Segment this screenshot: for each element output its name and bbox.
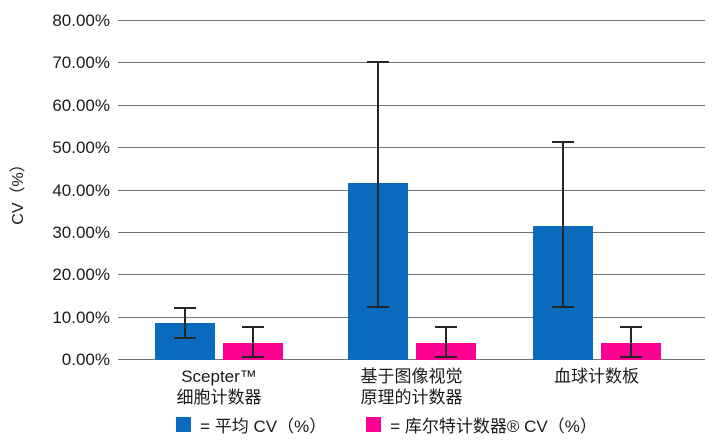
error-bar-line (376, 61, 379, 308)
error-bar-cap (551, 306, 574, 309)
error-bar-line (629, 326, 632, 358)
error-bar-cap (366, 306, 389, 309)
error-bar-line (561, 141, 564, 308)
error-bar-line (184, 307, 186, 338)
y-tick-label: 30.00% (52, 222, 110, 242)
x-axis-label-line: 基于图像视觉 (360, 367, 463, 386)
y-tick-label: 40.00% (52, 180, 110, 200)
y-tick-label: 10.00% (52, 307, 110, 327)
error-bar-cap (434, 325, 457, 328)
x-axis-label: Scepter™ 细胞计数器 (119, 366, 319, 408)
gridline (118, 316, 705, 318)
error-bar-cap (619, 356, 642, 359)
gridline (118, 147, 705, 149)
error-bar-line (252, 326, 254, 358)
y-tick-label: 50.00% (52, 138, 110, 158)
error-bar-cap (366, 60, 389, 63)
legend-swatch-pink (366, 417, 382, 432)
x-axis-label: 基于图像视觉 原理的计数器 (312, 366, 512, 408)
gridline (118, 231, 705, 233)
y-tick-label: 70.00% (52, 53, 110, 73)
error-bar-cap (434, 356, 457, 359)
x-axis-label-line: 血球计数板 (554, 367, 639, 386)
x-axis-label-line: 原理的计数器 (360, 388, 463, 407)
legend: = 平均 CV（%） = 库尔特计数器® CV（%） (0, 412, 717, 437)
legend-label: = 库尔特计数器® CV（%） (390, 417, 597, 436)
plot-area: 0.00% 10.00% 20.00% 30.00% 40.00% 50.00% 60.00… (52, 12, 705, 407)
y-tick-label: 20.00% (52, 265, 110, 285)
error-bar-line (444, 326, 447, 358)
gridline (118, 62, 705, 64)
y-tick-label: 60.00% (52, 95, 110, 115)
error-bar-cap (551, 140, 574, 143)
error-bar-cap (242, 356, 264, 359)
y-tick-label: 0.00% (61, 350, 110, 369)
gridline (118, 274, 705, 276)
x-axis-label: 血球计数板 (497, 366, 697, 387)
gridline (118, 20, 705, 21)
legend-item: = 库尔特计数器® CV（%） (366, 412, 597, 437)
legend-label: = 平均 CV（%） (200, 417, 327, 436)
y-tick-label: 80.00% (52, 11, 110, 30)
x-axis-line (118, 359, 705, 360)
gridline (118, 104, 705, 106)
error-bar-cap (619, 325, 642, 328)
x-axis-label-line: 细胞计数器 (176, 388, 262, 407)
error-bar-cap (174, 336, 196, 339)
legend-item: = 平均 CV（%） (176, 412, 326, 437)
gridline (118, 189, 705, 191)
x-axis-label-line: Scepter™ (181, 367, 257, 386)
error-bar-cap (174, 306, 196, 309)
error-bar-cap (242, 325, 264, 328)
legend-swatch-blue (176, 417, 192, 432)
